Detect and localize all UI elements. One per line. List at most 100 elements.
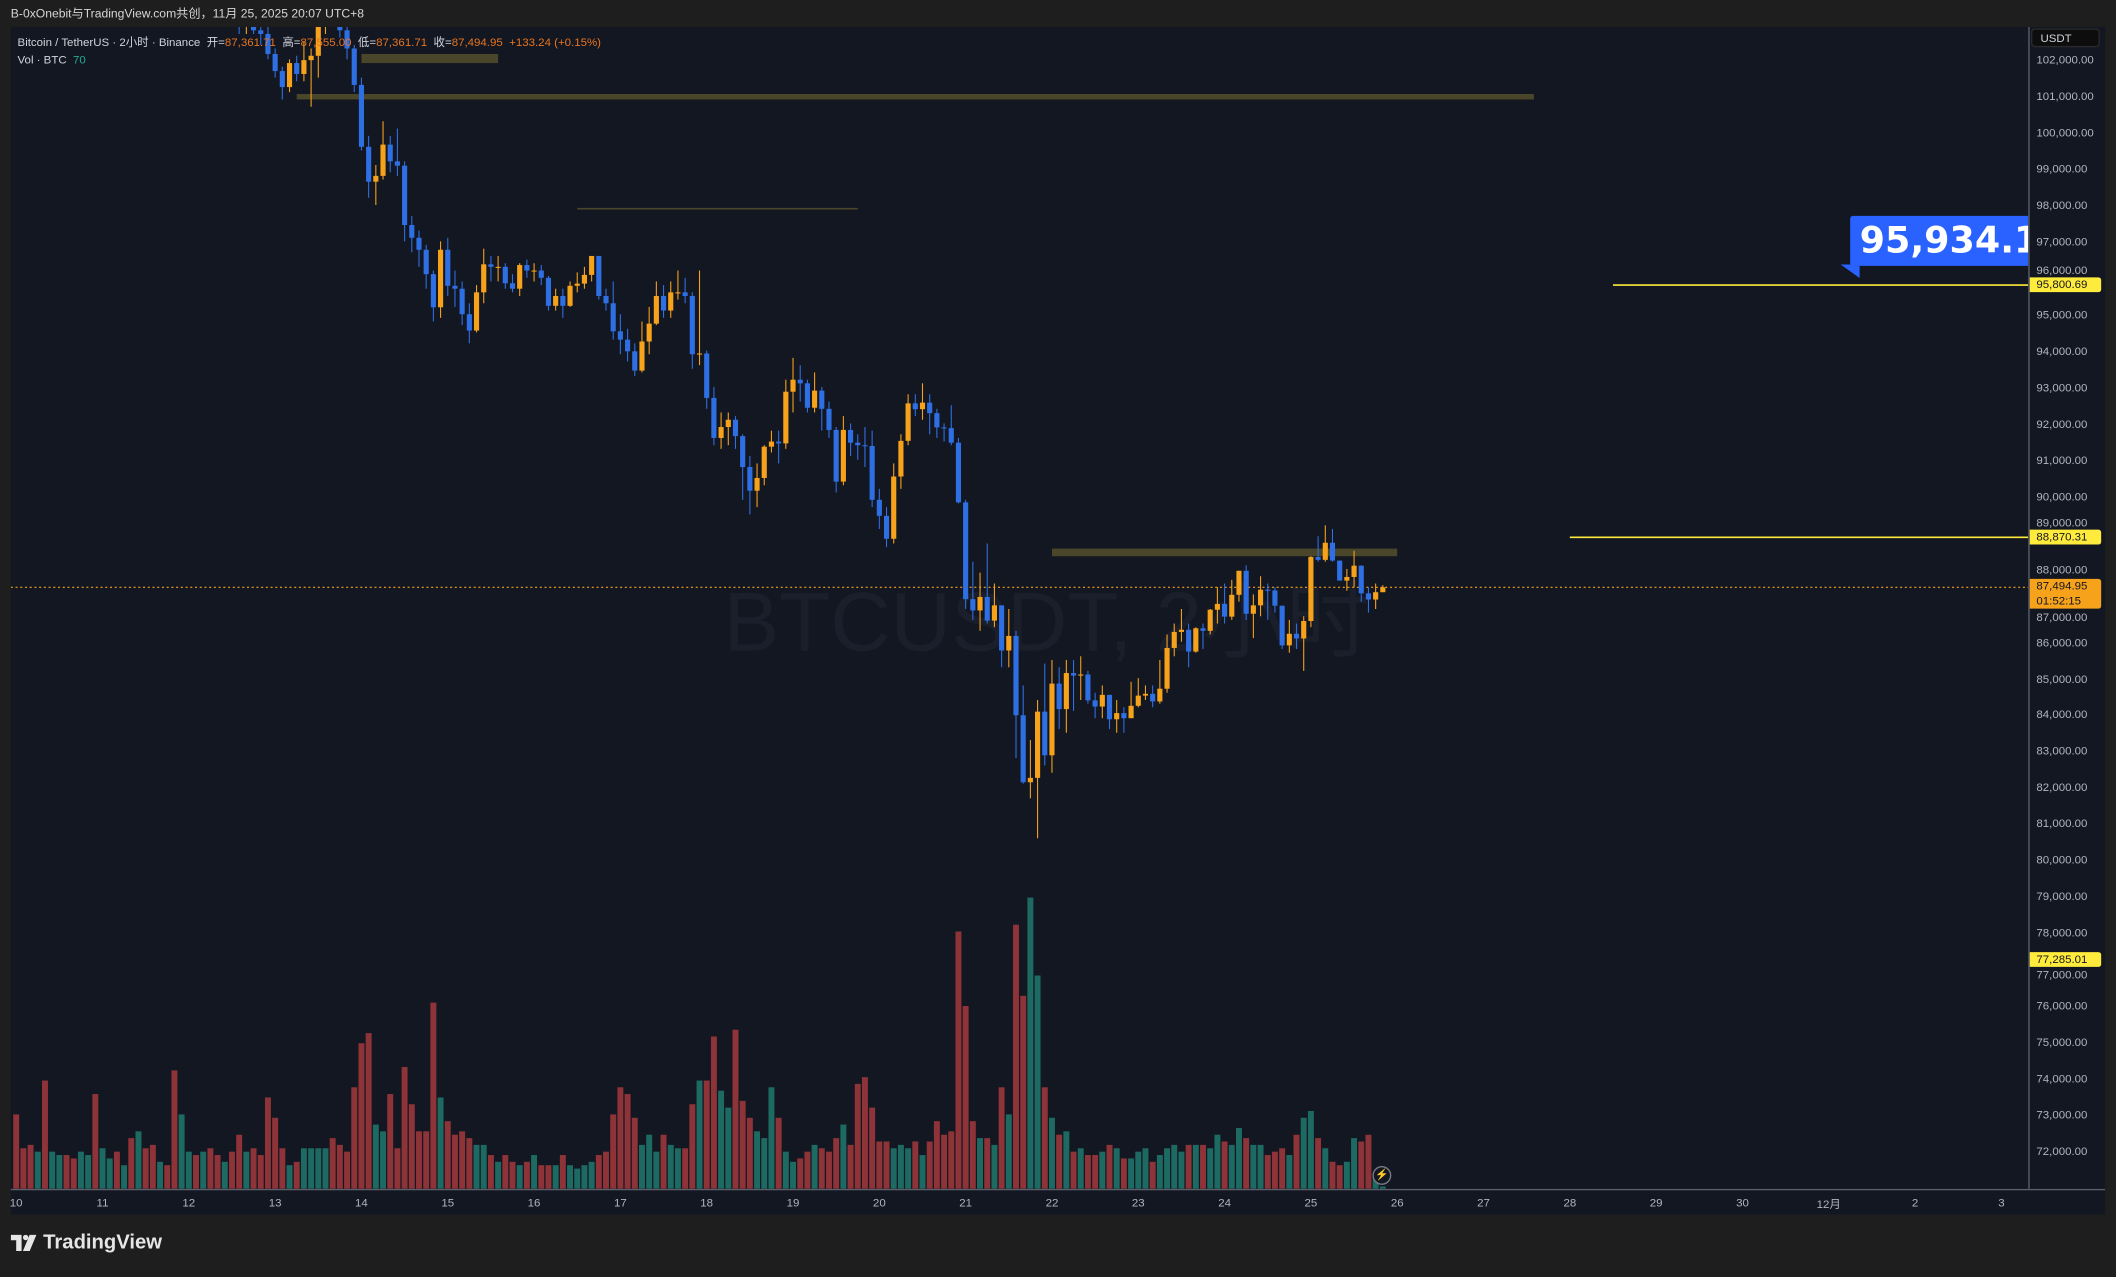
volume-bar bbox=[207, 1148, 214, 1189]
candle-down bbox=[999, 605, 1005, 651]
candle-up bbox=[517, 265, 523, 289]
volume-bar bbox=[739, 1100, 746, 1189]
volume-bar bbox=[905, 1148, 912, 1189]
volume-bar bbox=[682, 1148, 689, 1189]
candle-up bbox=[1157, 688, 1163, 702]
candle-up bbox=[1344, 576, 1350, 581]
volume-bar bbox=[1257, 1144, 1264, 1189]
candle-down bbox=[1279, 605, 1285, 646]
volume-bar bbox=[833, 1138, 840, 1189]
price-tick: 90,000.00 bbox=[2036, 489, 2088, 503]
volume-bar bbox=[1164, 1148, 1171, 1189]
volume-bar bbox=[962, 1005, 969, 1189]
candle-up bbox=[1308, 556, 1314, 622]
candle-up bbox=[840, 429, 846, 482]
candle-down bbox=[883, 515, 890, 539]
volume-bar bbox=[610, 1114, 617, 1189]
volume-bar bbox=[1041, 1087, 1048, 1189]
volume-bar bbox=[178, 1114, 185, 1189]
candle-up bbox=[1207, 609, 1213, 631]
candle-down bbox=[502, 266, 508, 284]
currency-button[interactable]: USDT bbox=[2030, 28, 2100, 48]
volume-bar bbox=[545, 1165, 552, 1189]
volume-bar bbox=[372, 1124, 379, 1189]
volume-bar bbox=[523, 1161, 530, 1189]
volume-bar bbox=[142, 1148, 149, 1189]
volume-bar bbox=[1063, 1131, 1070, 1189]
volume-bar bbox=[1315, 1138, 1322, 1189]
volume-bar bbox=[732, 1029, 739, 1189]
candle-up bbox=[1373, 592, 1379, 600]
volume-bar bbox=[34, 1151, 41, 1189]
volume-bar bbox=[77, 1151, 84, 1189]
volume-bar bbox=[487, 1155, 494, 1189]
chart-pane[interactable]: BTCUSDT, 2小时 Bitcoin / TetherUS · 2小时 · … bbox=[10, 26, 2029, 1189]
volume-bar bbox=[416, 1131, 422, 1189]
candle-down bbox=[1070, 673, 1077, 676]
volume-bar bbox=[1056, 1134, 1063, 1189]
volume-bar bbox=[1171, 1144, 1178, 1189]
volume-bar bbox=[99, 1148, 106, 1189]
price-callout[interactable]: 95,934.1 bbox=[1850, 215, 2029, 266]
volume-bar bbox=[818, 1148, 825, 1189]
candle-up bbox=[653, 295, 659, 324]
candle-down bbox=[682, 292, 688, 296]
volume-bar bbox=[41, 1080, 48, 1189]
tradingview-logo: TradingView bbox=[10, 1231, 162, 1254]
volume-bar bbox=[229, 1151, 235, 1189]
volume-bar bbox=[1343, 1161, 1350, 1189]
candle-down bbox=[704, 353, 710, 398]
candle-up bbox=[308, 55, 314, 61]
price-tick: 94,000.00 bbox=[2036, 343, 2088, 358]
volume-bar bbox=[1279, 1148, 1286, 1189]
volume-bar bbox=[1365, 1134, 1372, 1189]
volume-bar bbox=[797, 1158, 804, 1189]
candle-down bbox=[1265, 589, 1271, 591]
time-tick: 15 bbox=[441, 1195, 455, 1210]
candle-up bbox=[812, 390, 818, 408]
volume-bar bbox=[552, 1165, 559, 1189]
candle-down bbox=[855, 442, 861, 446]
candle-up bbox=[1322, 542, 1328, 560]
price-axis[interactable]: 95,800.69 88,870.31 77,285.01 87,494.95 01:5… bbox=[2028, 26, 2107, 1189]
volume-bar bbox=[171, 1070, 178, 1189]
volume-bar bbox=[1020, 995, 1027, 1189]
volume-bar bbox=[617, 1087, 624, 1189]
close-value: 87,494.95 bbox=[451, 35, 503, 49]
time-axis[interactable]: 10 11 12 13 14 15 16 17 18 19 20 21 22 23 24 25 26 27 28 29… bbox=[10, 1188, 2106, 1215]
volume-bar bbox=[1243, 1138, 1250, 1189]
volume-bar bbox=[948, 1131, 955, 1189]
volume-bar bbox=[49, 1151, 56, 1189]
candle-up bbox=[891, 476, 897, 539]
candle-down bbox=[1013, 635, 1019, 716]
candle-down bbox=[279, 71, 285, 88]
volume-bar bbox=[113, 1151, 120, 1189]
volume-bar bbox=[516, 1165, 523, 1189]
candle-up bbox=[1142, 693, 1149, 696]
price-tick: 79,000.00 bbox=[2036, 889, 2088, 904]
candle-down bbox=[711, 397, 717, 438]
volume-bar bbox=[1099, 1151, 1106, 1189]
volume-bar bbox=[27, 1144, 34, 1189]
volume-bar bbox=[883, 1141, 890, 1189]
volume-bar bbox=[315, 1148, 322, 1189]
volume-bar bbox=[351, 1087, 358, 1189]
volume-bar bbox=[941, 1134, 948, 1189]
volume-bar bbox=[264, 1097, 271, 1189]
candle-down bbox=[394, 161, 400, 166]
volume-label[interactable]: Vol · BTC bbox=[17, 52, 67, 67]
candlestick-chart[interactable] bbox=[10, 26, 2029, 1189]
time-tick: 29 bbox=[1649, 1195, 1663, 1210]
price-tick: 98,000.00 bbox=[2036, 198, 2088, 212]
volume-bar bbox=[689, 1104, 696, 1189]
candle-down bbox=[524, 265, 530, 271]
candle-down bbox=[445, 249, 451, 286]
lightning-icon[interactable]: ⚡ bbox=[1372, 1165, 1392, 1185]
time-tick: 22 bbox=[1045, 1195, 1059, 1210]
volume-value: 70 bbox=[73, 52, 86, 67]
candle-down bbox=[250, 26, 257, 31]
volume-bar bbox=[1307, 1111, 1314, 1189]
candle-down bbox=[1222, 603, 1228, 617]
symbol-description[interactable]: Bitcoin / TetherUS · 2小时 · Binance bbox=[17, 35, 201, 49]
volume-bar bbox=[185, 1151, 192, 1189]
